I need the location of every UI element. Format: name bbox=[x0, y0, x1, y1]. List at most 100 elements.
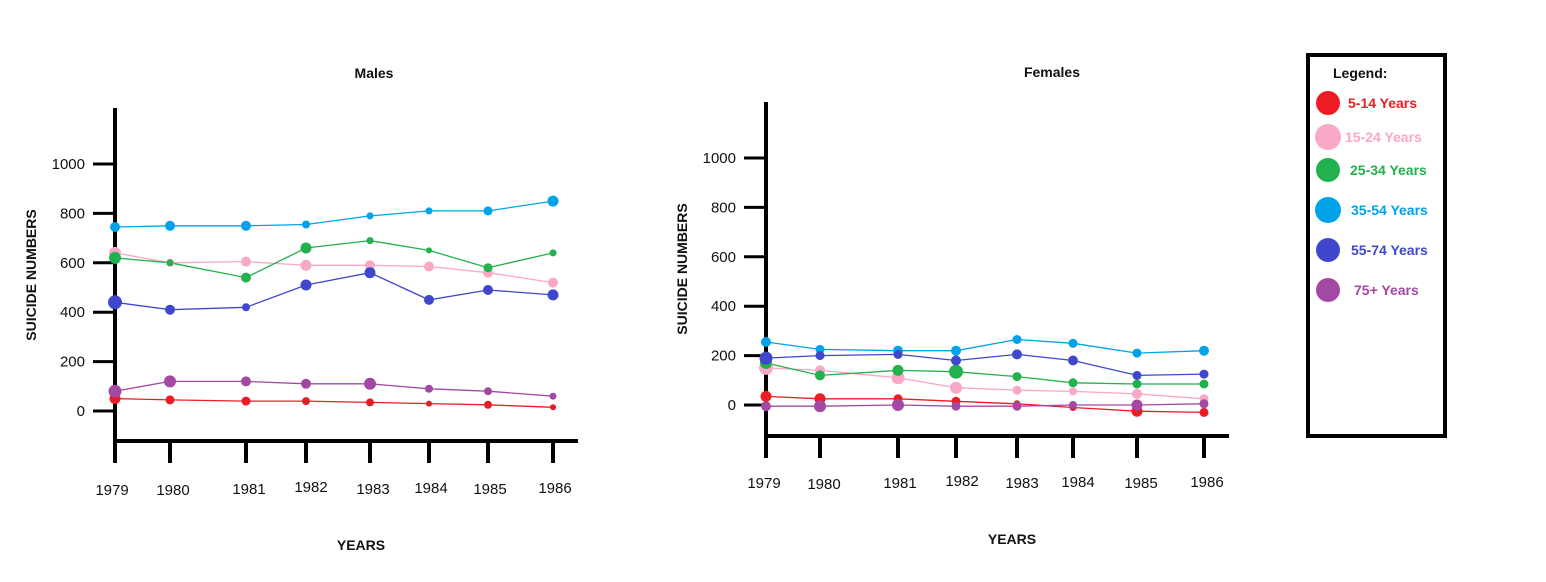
males-x-tick-label-1985: 1985 bbox=[473, 481, 506, 498]
females-x-tick-label-1984: 1984 bbox=[1061, 474, 1094, 491]
females-x-tick-label-1985: 1985 bbox=[1124, 475, 1157, 492]
males-x-tick-label-1979: 1979 bbox=[95, 482, 128, 499]
males-point-15-24-years-1981 bbox=[241, 256, 251, 267]
females-series-line-15-24-years bbox=[765, 367, 1205, 400]
males-point-15-24-years-1986 bbox=[548, 277, 558, 288]
females-y-tick-label-600: 600 bbox=[711, 249, 736, 266]
males-series-line-25-34-years bbox=[114, 239, 554, 279]
females-point-35-54-years-1986 bbox=[1199, 345, 1209, 356]
legend: Legend: 5-14 Years 15-24 Years 25-34 Years 3… bbox=[1306, 53, 1447, 438]
females-point-55-74-years-1983 bbox=[1012, 349, 1022, 360]
legend-label-55-74-years: 55-74 Years bbox=[1351, 242, 1428, 258]
males-point-25-34-years-1986 bbox=[549, 249, 557, 257]
females-y-tick-label-400: 400 bbox=[711, 298, 736, 315]
females-point-75plus-years-1980 bbox=[814, 400, 826, 413]
females-point-55-74-years-1982 bbox=[951, 355, 961, 366]
males-point-35-54-years-1979 bbox=[110, 222, 120, 232]
females-point-55-74-years-1980 bbox=[815, 351, 825, 361]
females-x-axis-label: YEARS bbox=[988, 531, 1036, 547]
males-point-5-14-years-1981 bbox=[241, 396, 251, 406]
males-point-5-14-years-1986 bbox=[550, 404, 556, 411]
males-point-55-74-years-1986 bbox=[547, 289, 559, 301]
females-point-15-24-years-1983 bbox=[1012, 385, 1022, 395]
females-point-25-34-years-1980 bbox=[815, 370, 825, 381]
females-series-line-35-54-years bbox=[765, 338, 1205, 354]
females-x-tick-label-1982: 1982 bbox=[945, 473, 978, 490]
females-point-35-54-years-1984 bbox=[1068, 338, 1078, 348]
males-point-15-24-years-1982 bbox=[300, 259, 312, 271]
males-point-75plus-years-1982 bbox=[301, 378, 311, 389]
males-point-35-54-years-1985 bbox=[483, 206, 493, 216]
legend-label-15-24-years: 15-24 Years bbox=[1345, 129, 1422, 145]
females-point-55-74-years-1979 bbox=[759, 351, 773, 365]
males-point-25-34-years-1982 bbox=[300, 242, 312, 254]
males-y-tick-label-200: 200 bbox=[60, 354, 85, 371]
females-point-55-74-years-1985 bbox=[1132, 370, 1142, 380]
males-point-55-74-years-1983 bbox=[364, 267, 376, 279]
females-x-tick-label-1981: 1981 bbox=[883, 475, 916, 492]
females-point-25-34-years-1985 bbox=[1132, 379, 1142, 389]
males-y-axis-label: SUICIDE NUMBERS bbox=[23, 209, 39, 340]
males-point-75plus-years-1986 bbox=[549, 392, 557, 400]
males-point-75plus-years-1984 bbox=[425, 384, 433, 393]
males-series-line-55-74-years bbox=[114, 272, 554, 311]
females-series-line-25-34-years bbox=[765, 362, 1204, 385]
females-x-tick-label-1983: 1983 bbox=[1005, 475, 1038, 492]
legend-marker-35-54-years bbox=[1315, 197, 1341, 223]
females-point-5-14-years-1986 bbox=[1199, 407, 1209, 417]
females-x-tick-label-1980: 1980 bbox=[807, 476, 840, 493]
males-x-tick-label-1983: 1983 bbox=[356, 481, 389, 498]
females-point-75plus-years-1985 bbox=[1131, 399, 1143, 411]
females-point-55-74-years-1984 bbox=[1068, 355, 1078, 366]
females-chart-title: Females bbox=[1024, 64, 1080, 80]
males-point-5-14-years-1980 bbox=[165, 395, 175, 405]
females-point-35-54-years-1980 bbox=[815, 344, 825, 354]
females-series-line-55-74-years bbox=[765, 353, 1205, 377]
legend-marker-15-24-years bbox=[1315, 124, 1341, 150]
females-point-75plus-years-1982 bbox=[951, 401, 961, 411]
males-point-75plus-years-1983 bbox=[364, 377, 376, 390]
legend-marker-25-34-years bbox=[1316, 158, 1340, 182]
males-point-75plus-years-1985 bbox=[484, 387, 492, 396]
males-point-55-74-years-1985 bbox=[483, 285, 493, 295]
males-series-line-35-54-years bbox=[114, 200, 554, 228]
males-x-tick-label-1980: 1980 bbox=[156, 482, 189, 499]
males-point-35-54-years-1984 bbox=[425, 207, 433, 215]
males-point-5-14-years-1982 bbox=[302, 397, 310, 406]
legend-marker-75plus-years bbox=[1316, 278, 1340, 302]
males-point-75plus-years-1981 bbox=[241, 376, 251, 387]
males-point-35-54-years-1983 bbox=[366, 212, 374, 220]
females-series-line-5-14-years bbox=[765, 395, 1205, 414]
females-point-25-34-years-1981 bbox=[892, 364, 904, 376]
females-y-axis-label: SUICIDE NUMBERS bbox=[674, 203, 690, 334]
males-point-25-34-years-1980 bbox=[166, 259, 174, 267]
females-point-75plus-years-1983 bbox=[1012, 401, 1022, 411]
females-point-35-54-years-1985 bbox=[1132, 348, 1142, 358]
females-point-15-24-years-1985 bbox=[1132, 388, 1142, 399]
females-chart: Females 0 200 400 600 800 1000 1979 1980 1981 1982… bbox=[674, 64, 1229, 547]
males-point-75plus-years-1980 bbox=[164, 375, 176, 388]
males-point-25-34-years-1985 bbox=[483, 263, 493, 273]
females-point-15-24-years-1984 bbox=[1069, 387, 1077, 396]
legend-label-25-34-years: 25-34 Years bbox=[1350, 162, 1427, 178]
legend-label-75plus-years: 75+ Years bbox=[1354, 282, 1419, 298]
females-y-tick-label-200: 200 bbox=[711, 348, 736, 365]
females-series-line-75plus-years bbox=[766, 403, 1205, 407]
females-x-tick-label-1979: 1979 bbox=[747, 475, 780, 492]
males-y-tick-label-400: 400 bbox=[60, 304, 85, 321]
females-point-25-34-years-1982 bbox=[949, 364, 963, 379]
males-y-tick-label-600: 600 bbox=[60, 255, 85, 272]
males-chart-title: Males bbox=[355, 65, 394, 81]
females-point-55-74-years-1981 bbox=[893, 349, 903, 359]
legend-marker-5-14-years bbox=[1316, 91, 1340, 115]
males-point-35-54-years-1981 bbox=[241, 220, 251, 231]
males-x-tick-label-1986: 1986 bbox=[538, 480, 571, 497]
males-point-55-74-years-1984 bbox=[424, 294, 434, 305]
females-point-15-24-years-1982 bbox=[950, 381, 962, 394]
females-point-5-14-years-1979 bbox=[760, 390, 772, 402]
legend-title: Legend: bbox=[1333, 65, 1387, 81]
females-point-35-54-years-1983 bbox=[1012, 335, 1022, 344]
legend-label-5-14-years: 5-14 Years bbox=[1348, 95, 1417, 111]
females-point-25-34-years-1986 bbox=[1199, 379, 1209, 389]
males-point-5-14-years-1984 bbox=[426, 400, 432, 407]
